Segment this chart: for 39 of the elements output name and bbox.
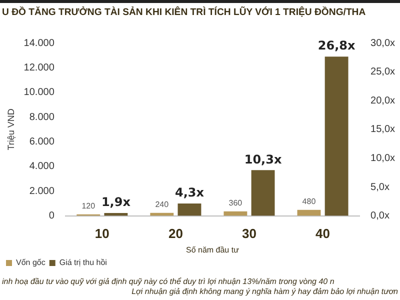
annotation: 1,9x: [101, 195, 131, 210]
y-axis-title: Triệu VND: [6, 108, 16, 150]
bar: [251, 170, 275, 216]
text: inh hoạ đầu tư vào quỹ với giả định quỹ này có thể duy trì lợi nhuận 13%/năm trong vòng 40 n: [2, 277, 336, 287]
data-label: 120: [82, 202, 96, 211]
y-tick-label: 8.000: [29, 112, 55, 123]
y2-tick-label: 25,0x: [370, 66, 396, 78]
bar: [324, 56, 348, 216]
chart-title: U ĐỒ TĂNG TRƯỞNG TÀI SẢN KHI KIÊN TRÌ TÍCH LŨY VỚI 1 TRIỆU ĐỒNG/THA: [0, 0, 400, 21]
y2-tick-label: 30,0x: [370, 38, 396, 49]
annotation: 4,3x: [174, 186, 204, 200]
y-tick-label: 4.000: [29, 161, 55, 172]
legend-label: Vốn gốc: [16, 258, 46, 268]
data-label: 360: [228, 198, 243, 208]
y2-tick-label: 15,0x: [370, 124, 396, 136]
annotation: 10,3x: [244, 152, 282, 166]
x-tick-label: 30: [242, 226, 256, 242]
y-tick-label: 0: [48, 210, 55, 222]
y-tick-label: 2.000: [29, 186, 55, 197]
y-tick-label: 12.000: [24, 62, 55, 74]
data-label: 480: [302, 197, 316, 206]
bar: [178, 203, 202, 216]
y2-tick-label: 10,0x: [370, 152, 396, 164]
data-label: 240: [155, 200, 170, 210]
text: Lợi nhuận giả định không mang ý nghĩa hàm ý hay đảm bảo lợi nhuận tươn: [130, 287, 398, 297]
x-tick-label: 10: [94, 226, 110, 242]
x-axis-title: Số năm đầu tư: [186, 245, 240, 254]
y-tick-label: 10.000: [24, 87, 55, 98]
x-tick-label: 40: [316, 226, 330, 242]
annotation: 26,8x: [318, 38, 356, 53]
y2-tick-label: 5,0x: [370, 182, 390, 193]
y2-tick-label: 20,0x: [370, 95, 396, 106]
legend-label: Giá trị thu hồi: [59, 258, 108, 268]
bar: [297, 210, 321, 216]
bar: [224, 211, 248, 216]
x-tick-label: 20: [168, 226, 183, 242]
y-tick-label: 6.000: [29, 136, 55, 148]
y2-tick-label: 0,0x: [370, 210, 390, 222]
y-tick-label: 14.000: [24, 38, 55, 49]
